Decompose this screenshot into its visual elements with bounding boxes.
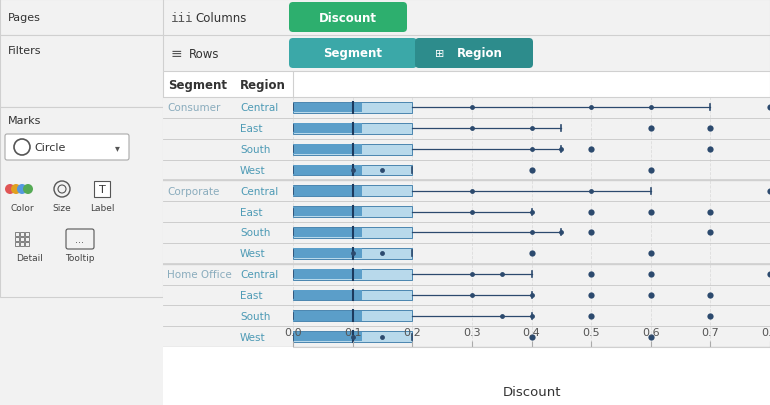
Bar <box>293 228 412 238</box>
Bar <box>293 166 362 175</box>
Text: ≡: ≡ <box>171 47 182 61</box>
Bar <box>293 311 412 322</box>
Bar <box>293 270 362 279</box>
Bar <box>293 124 412 134</box>
FancyBboxPatch shape <box>289 3 407 33</box>
Text: Consumer: Consumer <box>167 103 220 113</box>
Text: East: East <box>240 290 263 300</box>
Bar <box>0 108 163 297</box>
Bar <box>25 237 29 241</box>
Bar <box>15 243 19 246</box>
Text: Rows: Rows <box>189 47 219 60</box>
Text: West: West <box>240 249 266 259</box>
Bar <box>293 311 362 321</box>
Text: Tooltip: Tooltip <box>65 254 95 262</box>
Text: Corporate: Corporate <box>167 186 219 196</box>
Bar <box>0 36 163 108</box>
Bar <box>293 269 412 280</box>
Bar <box>293 228 362 238</box>
Text: Detail: Detail <box>17 254 43 262</box>
Bar <box>25 232 29 237</box>
Bar <box>20 243 24 246</box>
Text: Filters: Filters <box>8 46 42 56</box>
Bar <box>15 237 19 241</box>
Bar <box>293 103 362 113</box>
Text: Columns: Columns <box>195 11 246 24</box>
Text: East: East <box>240 207 263 217</box>
FancyBboxPatch shape <box>5 135 129 161</box>
Text: Pages: Pages <box>8 13 41 23</box>
Bar <box>293 144 412 155</box>
Text: Discount: Discount <box>319 11 377 24</box>
Bar <box>94 181 110 198</box>
Text: Segment: Segment <box>168 78 227 91</box>
Text: West: West <box>240 166 266 175</box>
Text: East: East <box>240 124 263 134</box>
Bar <box>20 237 24 241</box>
Bar <box>20 232 24 237</box>
Bar <box>293 332 362 341</box>
Text: Central: Central <box>240 103 278 113</box>
Bar <box>0 0 163 36</box>
Text: Region: Region <box>457 47 503 60</box>
Circle shape <box>23 185 33 194</box>
Circle shape <box>17 185 27 194</box>
Text: Circle: Circle <box>34 143 65 153</box>
Bar <box>25 243 29 246</box>
Text: Label: Label <box>90 203 114 213</box>
Bar <box>15 232 19 237</box>
Text: Size: Size <box>52 203 72 213</box>
Bar <box>293 248 412 259</box>
Text: iii: iii <box>171 11 193 24</box>
Bar <box>293 249 362 258</box>
Text: T: T <box>99 185 105 194</box>
Circle shape <box>11 185 21 194</box>
Bar <box>293 186 362 196</box>
FancyBboxPatch shape <box>415 39 533 69</box>
Bar <box>293 290 362 300</box>
Text: South: South <box>240 228 270 238</box>
Bar <box>293 290 412 301</box>
Bar <box>293 331 412 342</box>
Bar <box>293 124 362 134</box>
Text: ▾: ▾ <box>116 143 120 153</box>
Text: Home Office: Home Office <box>167 269 232 279</box>
Circle shape <box>5 185 15 194</box>
Bar <box>293 145 362 155</box>
Text: West: West <box>240 332 266 342</box>
Text: Discount: Discount <box>502 385 561 398</box>
Text: Segment: Segment <box>323 47 383 60</box>
Bar <box>293 103 412 113</box>
Bar <box>293 207 412 217</box>
Text: Central: Central <box>240 186 278 196</box>
Bar <box>293 186 412 197</box>
Text: Marks: Marks <box>8 116 42 126</box>
Text: Region: Region <box>240 78 286 91</box>
Text: South: South <box>240 145 270 155</box>
Text: Color: Color <box>10 203 34 213</box>
Text: South: South <box>240 311 270 321</box>
Text: ...: ... <box>75 234 85 244</box>
Bar <box>293 165 412 176</box>
Text: Central: Central <box>240 269 278 279</box>
Bar <box>293 207 362 217</box>
FancyBboxPatch shape <box>289 39 417 69</box>
Text: ⊞: ⊞ <box>435 49 444 59</box>
